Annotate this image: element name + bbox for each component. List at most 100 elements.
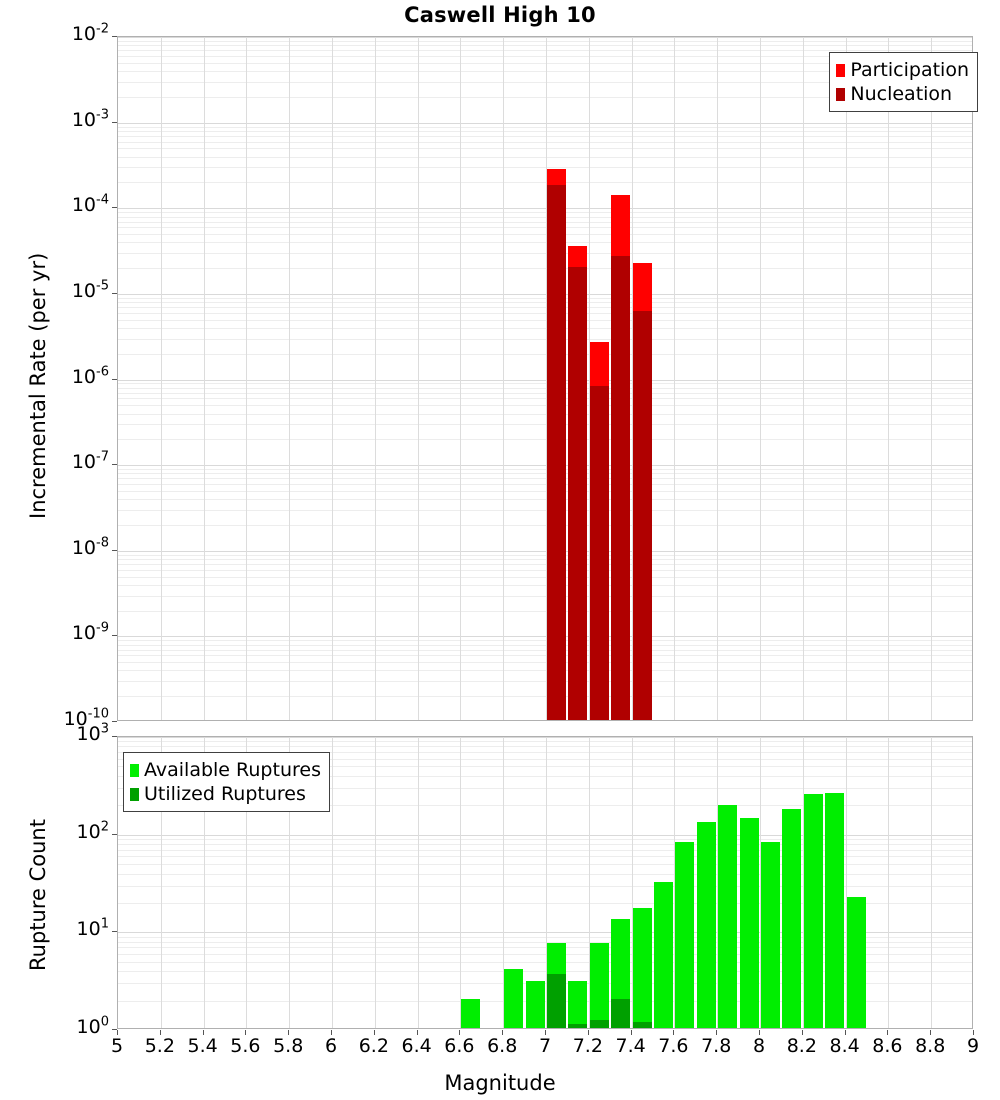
- x-tick-mark: [502, 1030, 503, 1035]
- grid-line-vertical: [289, 737, 290, 1028]
- y-tick-label: 100: [76, 1014, 109, 1038]
- grid-line-major: [118, 465, 972, 466]
- x-tick-label: 9: [966, 1035, 980, 1057]
- bar: [633, 311, 652, 720]
- grid-line-vertical: [846, 737, 847, 1028]
- x-tick-mark: [459, 1030, 460, 1035]
- grid-line-minor: [118, 405, 972, 406]
- grid-line-minor: [118, 983, 972, 984]
- grid-line-minor: [118, 469, 972, 470]
- grid-line-minor: [118, 741, 972, 742]
- x-tick-mark: [973, 1030, 974, 1035]
- grid-line-minor: [118, 839, 972, 840]
- grid-line-minor: [118, 585, 972, 586]
- x-tick-mark: [331, 1030, 332, 1035]
- x-tick-label: 5.4: [187, 1035, 218, 1057]
- grid-line-vertical: [375, 737, 376, 1028]
- x-tick-mark: [160, 1030, 161, 1035]
- legend-item: Utilized Ruptures: [130, 782, 321, 806]
- bar: [740, 818, 759, 1028]
- bar: [611, 256, 630, 720]
- grid-line-minor: [118, 696, 972, 697]
- bar: [547, 974, 566, 1028]
- y-tick-label: 10-4: [71, 192, 109, 216]
- grid-line-minor: [118, 253, 972, 254]
- y-tick-mark: [112, 721, 117, 722]
- x-tick-label: 8.8: [915, 1035, 946, 1057]
- grid-line-minor: [118, 354, 972, 355]
- x-tick-mark: [203, 1030, 204, 1035]
- x-tick-label: 7.6: [658, 1035, 689, 1057]
- y-tick-mark: [112, 635, 117, 636]
- grid-line-vertical: [546, 737, 547, 1028]
- grid-line-minor: [118, 298, 972, 299]
- bar: [718, 805, 737, 1028]
- y-tick-label: 10-3: [71, 107, 109, 131]
- grid-line-vertical: [760, 37, 761, 720]
- x-tick-label: 8.6: [872, 1035, 903, 1057]
- legend-item: Nucleation: [836, 82, 969, 106]
- grid-line-minor: [118, 759, 972, 760]
- x-tick-label: 6: [324, 1035, 338, 1057]
- grid-line-minor: [118, 398, 972, 399]
- grid-line-minor: [118, 182, 972, 183]
- grid-line-minor: [118, 650, 972, 651]
- grid-line-minor: [118, 640, 972, 641]
- bar: [590, 386, 609, 720]
- grid-line-vertical: [717, 37, 718, 720]
- grid-line-minor: [118, 510, 972, 511]
- incremental-rate-plot: [117, 36, 973, 721]
- y-tick-mark: [112, 464, 117, 465]
- grid-line-vertical: [589, 37, 590, 720]
- grid-line-vertical: [204, 37, 205, 720]
- bar: [697, 822, 716, 1028]
- y-tick-label: 10-10: [63, 706, 109, 730]
- y-tick-mark: [112, 1029, 117, 1030]
- rupture-count-plot-area: [118, 737, 972, 1028]
- y-tick-mark: [112, 36, 117, 37]
- grid-line-minor: [118, 942, 972, 943]
- grid-line-minor: [118, 662, 972, 663]
- grid-line-minor: [118, 555, 972, 556]
- x-tick-label: 6.8: [487, 1035, 518, 1057]
- grid-line-minor: [118, 886, 972, 887]
- bar: [804, 794, 823, 1028]
- x-tick-mark: [631, 1030, 632, 1035]
- grid-line-minor: [118, 242, 972, 243]
- grid-line-minor: [118, 484, 972, 485]
- grid-line-minor: [118, 670, 972, 671]
- grid-line-vertical: [717, 737, 718, 1028]
- grid-line-minor: [118, 856, 972, 857]
- rupture-count-legend: Available Ruptures Utilized Ruptures: [123, 752, 330, 812]
- grid-line-vertical: [803, 737, 804, 1028]
- legend-swatch-icon: [836, 63, 846, 77]
- grid-line-major: [118, 380, 972, 381]
- grid-line-minor: [118, 746, 972, 747]
- x-tick-mark: [930, 1030, 931, 1035]
- grid-line-minor: [118, 788, 972, 789]
- legend-swatch-icon: [130, 787, 139, 801]
- grid-line-major: [118, 932, 972, 933]
- y-tick-label: 10-2: [71, 21, 109, 45]
- grid-line-minor: [118, 393, 972, 394]
- y-tick-mark: [112, 293, 117, 294]
- grid-line-minor: [118, 307, 972, 308]
- grid-line-vertical: [674, 737, 675, 1028]
- grid-line-vertical: [931, 737, 932, 1028]
- y-tick-mark: [112, 550, 117, 551]
- bar: [568, 981, 587, 1028]
- x-tick-label: 7.2: [572, 1035, 603, 1057]
- grid-line-vertical: [589, 737, 590, 1028]
- y-tick-label: 10-8: [71, 535, 109, 559]
- grid-line-minor: [118, 766, 972, 767]
- x-tick-mark: [417, 1030, 418, 1035]
- bar: [633, 908, 652, 1028]
- grid-line-minor: [118, 383, 972, 384]
- y-tick-mark: [112, 736, 117, 737]
- grid-line-minor: [118, 439, 972, 440]
- grid-line-major: [118, 37, 972, 38]
- grid-line-minor: [118, 212, 972, 213]
- grid-line-minor: [118, 217, 972, 218]
- y-tick-mark: [112, 207, 117, 208]
